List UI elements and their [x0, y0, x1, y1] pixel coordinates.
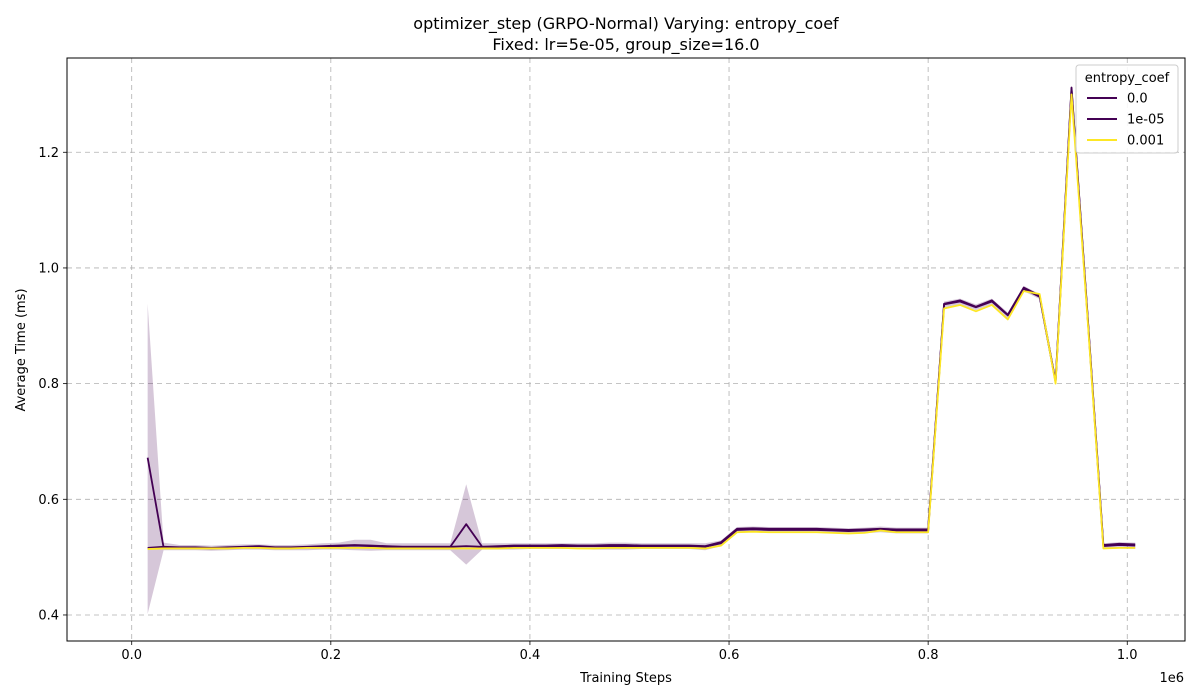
x-ticks: 0.0 0.2 0.4 0.6 0.8 1.0 — [121, 641, 1138, 663]
series-line — [147, 93, 1136, 550]
legend-title: entropy_coef — [1085, 71, 1170, 86]
legend-items: 0.0 1e-05 0.001 — [1087, 92, 1165, 149]
legend-box — [1075, 64, 1179, 154]
x-tick-label: 0.8 — [918, 648, 939, 663]
x-axis-label: Training Steps — [579, 671, 672, 686]
chart-title-line1: optimizer_step (GRPO-Normal) Varying: en… — [413, 14, 839, 34]
y-tick-label: 1.0 — [38, 261, 59, 276]
y-ticks: 0.4 0.6 0.8 1.0 1.2 — [38, 146, 67, 623]
legend: entropy_coef 0.0 1e-05 0.001 — [1075, 64, 1179, 154]
series-lines — [146, 86, 1136, 550]
grid — [67, 58, 1185, 641]
y-tick-label: 0.6 — [38, 493, 59, 508]
plot-frame — [66, 57, 1186, 642]
x-offset-label: 1e6 — [1159, 671, 1184, 686]
series-line — [147, 86, 1136, 549]
x-tick-label: 0.6 — [719, 648, 740, 663]
legend-label: 1e-05 — [1127, 113, 1165, 128]
legend-label: 0.001 — [1127, 134, 1164, 149]
y-axis-label: Average Time (ms) — [14, 288, 29, 411]
x-tick-label: 0.0 — [121, 648, 142, 663]
y-tick-label: 1.2 — [38, 146, 59, 161]
x-tick-label: 0.4 — [520, 648, 541, 663]
x-tick-label: 1.0 — [1117, 648, 1138, 663]
y-tick-label: 0.4 — [38, 608, 59, 623]
x-tick-label: 0.2 — [320, 648, 341, 663]
legend-label: 0.0 — [1127, 92, 1148, 107]
y-tick-label: 0.8 — [38, 377, 59, 392]
chart-title-line2: Fixed: lr=5e-05, group_size=16.0 — [492, 35, 759, 55]
